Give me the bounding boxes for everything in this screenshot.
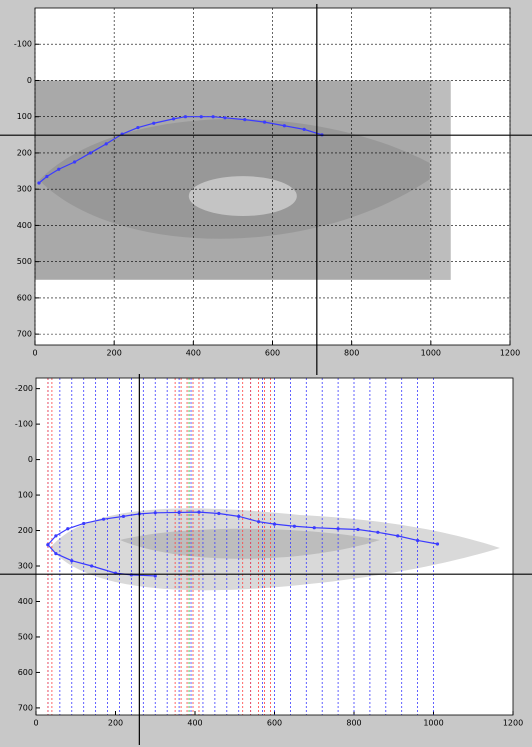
image-panel <box>429 80 451 280</box>
y-tick-label: 0 <box>28 455 33 464</box>
point <box>243 118 247 122</box>
point <box>72 160 77 164</box>
point <box>152 121 156 125</box>
point <box>223 116 227 120</box>
x-tick-label: 200 <box>108 719 123 728</box>
image-layer <box>50 508 500 591</box>
y-tick-label: -200 <box>15 384 33 393</box>
image-layer <box>35 80 451 280</box>
point <box>46 543 50 547</box>
y-tick-label: 300 <box>18 562 33 571</box>
x-tick-label: 400 <box>186 349 201 358</box>
x-tick-label: 0 <box>32 349 37 358</box>
y-tick-label: 300 <box>17 185 32 194</box>
point <box>302 127 306 131</box>
point <box>376 530 380 534</box>
x-tick-label: 0 <box>33 719 38 728</box>
point <box>70 559 74 563</box>
x-tick-label: 800 <box>344 349 359 358</box>
point <box>121 514 126 518</box>
axes-box <box>34 7 511 346</box>
point <box>171 117 176 121</box>
point <box>312 526 316 530</box>
point <box>282 124 286 128</box>
y-tick-label: 600 <box>18 668 33 677</box>
point <box>396 534 400 538</box>
point <box>416 538 420 543</box>
y-tick-label: 700 <box>18 703 33 712</box>
point <box>88 151 93 155</box>
point <box>104 142 108 146</box>
point <box>177 510 181 515</box>
point <box>57 167 61 171</box>
point <box>153 574 157 578</box>
y-tick-label: 200 <box>18 526 33 535</box>
x-tick-label: 1000 <box>423 719 443 728</box>
y-tick-label: 100 <box>17 112 32 121</box>
x-tick-label: 600 <box>265 349 280 358</box>
point <box>45 174 49 179</box>
point <box>54 534 58 538</box>
x-tick-label: 400 <box>187 719 202 728</box>
point <box>66 527 70 531</box>
x-tick-label: 800 <box>346 719 361 728</box>
point <box>153 511 157 515</box>
y-tick-label: 500 <box>18 632 33 641</box>
point <box>356 527 360 532</box>
point <box>183 115 188 119</box>
point <box>292 524 296 528</box>
point <box>262 120 267 124</box>
x-tick-label: 1200 <box>503 719 523 728</box>
point <box>211 115 215 119</box>
point <box>257 520 261 524</box>
fish-organ <box>188 176 297 216</box>
point <box>199 115 203 119</box>
fish-body <box>120 528 380 559</box>
y-tick-label: 600 <box>17 293 32 302</box>
point <box>272 522 277 526</box>
point <box>54 551 58 556</box>
y-tick-label: 200 <box>17 148 32 157</box>
y-tick-label: -100 <box>14 40 32 49</box>
y-tick-label: 500 <box>17 257 32 266</box>
point <box>82 521 86 526</box>
outline <box>47 511 438 546</box>
x-tick-label: 600 <box>267 719 282 728</box>
point <box>435 542 440 546</box>
y-tick-label: 100 <box>18 491 33 500</box>
point <box>90 564 94 568</box>
x-tick-label: 1200 <box>500 349 520 358</box>
point <box>37 181 41 185</box>
point <box>136 125 140 130</box>
x-tick-label: 200 <box>107 349 122 358</box>
point <box>336 527 340 531</box>
y-tick-label: 700 <box>17 330 32 339</box>
y-tick-label: 400 <box>17 221 32 230</box>
axes-box <box>35 377 514 716</box>
point <box>217 511 221 516</box>
y-tick-label: 400 <box>18 597 33 606</box>
y-tick-label: -100 <box>15 420 33 429</box>
x-tick-label: 1000 <box>421 349 441 358</box>
point <box>237 514 241 518</box>
point <box>197 510 201 514</box>
y-tick-label: 0 <box>27 76 32 85</box>
point <box>101 517 106 521</box>
